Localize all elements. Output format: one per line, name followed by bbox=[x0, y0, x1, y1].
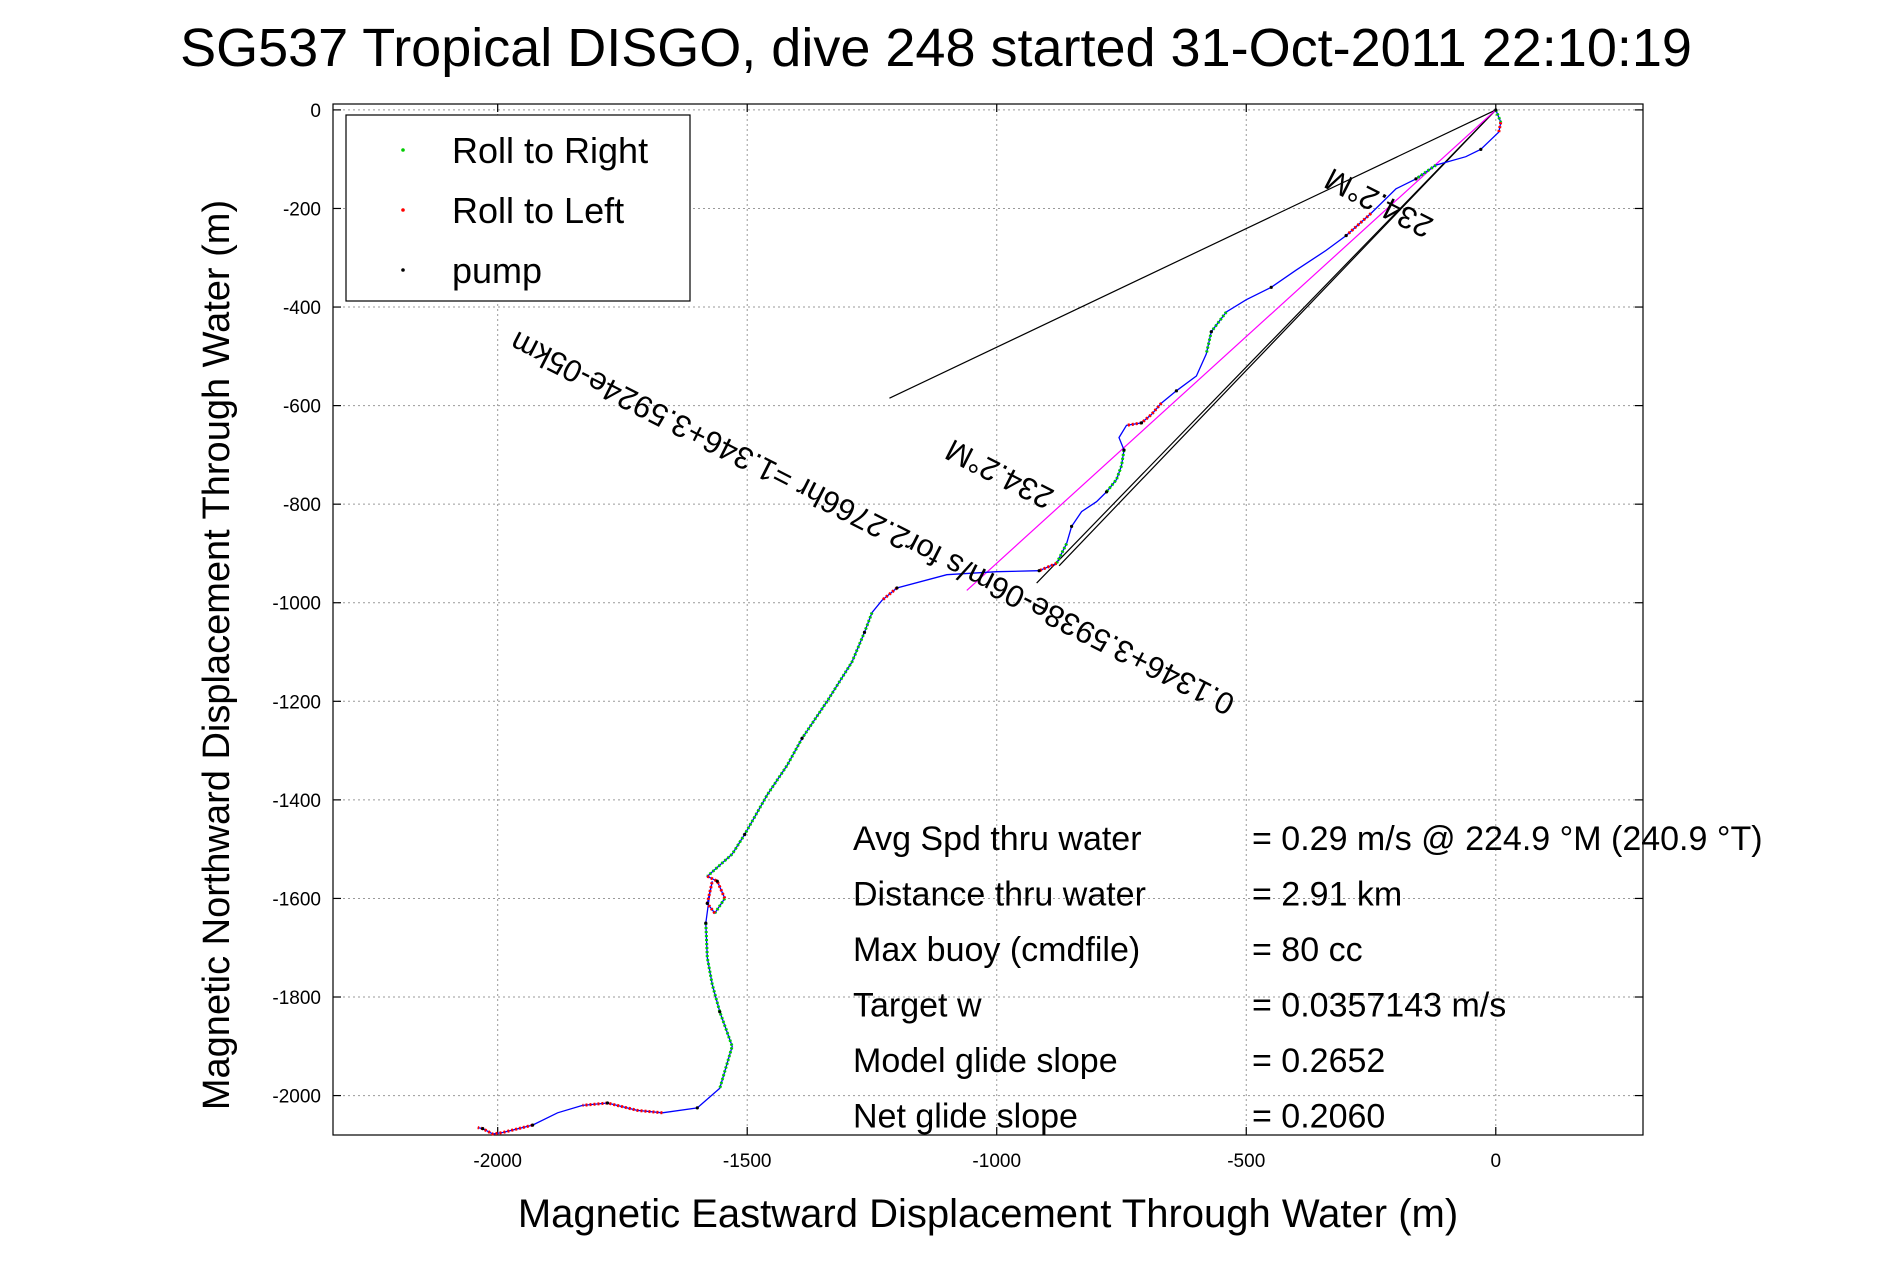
roll-right-segment bbox=[706, 612, 874, 878]
dive-statistics: Avg Spd thru water = 0.29 m/s @ 224.9 °M … bbox=[853, 820, 1763, 1136]
y-axis-ticks: 0 -200 -400 -600 -800 -1000 -1200 -1400 -1600 -18… bbox=[272, 101, 1643, 1108]
y-tick-label: -600 bbox=[283, 397, 321, 418]
legend-marker bbox=[401, 268, 405, 272]
y-tick-label: 0 bbox=[310, 101, 321, 122]
roll-left-segment bbox=[881, 586, 898, 602]
x-tick-label: -2000 bbox=[473, 1151, 522, 1172]
x-axis-label: Magnetic Eastward Displacement Through W… bbox=[518, 1192, 1458, 1236]
stat-label: Model glide slope bbox=[853, 1042, 1118, 1080]
pump-point bbox=[704, 921, 708, 925]
pump-point bbox=[1122, 448, 1126, 452]
pump-point bbox=[895, 586, 899, 590]
stat-value: = 80 cc bbox=[1252, 931, 1363, 969]
y-tick-label: -1800 bbox=[272, 988, 321, 1009]
legend: Roll to Right Roll to Left pump bbox=[345, 114, 691, 302]
y-tick-label: -1000 bbox=[272, 594, 321, 615]
stat-label: Net glide slope bbox=[853, 1098, 1078, 1136]
x-axis-ticks: -2000 -1500 -1000 -500 0 bbox=[473, 104, 1501, 1172]
y-tick-label: -1400 bbox=[272, 791, 321, 812]
pump-point bbox=[705, 901, 709, 905]
x-tick-label: 0 bbox=[1490, 1151, 1501, 1172]
pump-point bbox=[1344, 233, 1348, 238]
pump-point bbox=[1494, 108, 1498, 112]
pump-point bbox=[1174, 389, 1178, 393]
pump-point bbox=[743, 832, 747, 836]
x-tick-label: -1500 bbox=[723, 1151, 772, 1172]
stat-label: Target w bbox=[853, 987, 982, 1025]
roll-right-segment bbox=[704, 923, 734, 1089]
y-tick-label: -1200 bbox=[272, 692, 321, 713]
y-tick-label: -800 bbox=[283, 495, 321, 516]
bearing-line bbox=[889, 109, 1497, 399]
y-axis-label: Magnetic Northward Displacement Through … bbox=[196, 200, 238, 1110]
roll-left-segment bbox=[1345, 212, 1372, 237]
bearing-line bbox=[1058, 109, 1497, 567]
legend-label: pump bbox=[452, 250, 542, 291]
stat-value: = 0.2060 bbox=[1252, 1098, 1385, 1136]
y-tick-label: -400 bbox=[283, 298, 321, 319]
y-tick-label: -1600 bbox=[272, 889, 321, 910]
chart-title: SG537 Tropical DISGO, dive 248 started 3… bbox=[180, 18, 1692, 78]
stat-value: = 0.0357143 m/s bbox=[1252, 987, 1506, 1025]
roll-right-segment bbox=[1415, 163, 1437, 181]
dive-track bbox=[477, 108, 1503, 1136]
pump-point bbox=[862, 630, 867, 634]
stat-label: Avg Spd thru water bbox=[853, 820, 1142, 858]
pump-point bbox=[531, 1123, 535, 1127]
pump-point bbox=[715, 879, 719, 883]
x-tick-label: -500 bbox=[1227, 1151, 1265, 1172]
roll-right-segment bbox=[713, 897, 727, 915]
pump-point bbox=[800, 736, 804, 740]
y-tick-label: -2000 bbox=[272, 1087, 321, 1108]
pump-point bbox=[1139, 421, 1144, 425]
pump-point bbox=[1104, 490, 1109, 494]
legend-label: Roll to Left bbox=[452, 190, 624, 231]
y-tick-label: -200 bbox=[283, 199, 321, 220]
legend-label: Roll to Right bbox=[452, 130, 648, 171]
x-tick-label: -1000 bbox=[972, 1151, 1021, 1172]
bearing-lines bbox=[889, 109, 1497, 591]
roll-left-segment bbox=[477, 1123, 533, 1136]
stat-value: = 0.2652 bbox=[1252, 1042, 1385, 1080]
pump-point bbox=[481, 1126, 485, 1131]
pump-point bbox=[1209, 330, 1213, 334]
pump-point bbox=[605, 1101, 610, 1105]
bearing-line bbox=[1036, 109, 1497, 584]
stat-value: = 0.29 m/s @ 224.9 °M (240.9 °T) bbox=[1252, 820, 1763, 858]
stat-label: Distance thru water bbox=[853, 876, 1146, 914]
roll-left-segment bbox=[1126, 402, 1163, 427]
pump-point bbox=[718, 1010, 722, 1014]
pump-point bbox=[695, 1106, 699, 1110]
bearing-line bbox=[966, 109, 1497, 591]
roll-left-segment bbox=[1497, 121, 1503, 133]
stat-label: Max buoy (cmdfile) bbox=[853, 931, 1140, 969]
pump-point bbox=[1479, 147, 1483, 151]
stat-value: = 2.91 km bbox=[1252, 876, 1402, 914]
pump-point bbox=[1037, 569, 1041, 573]
legend-marker bbox=[401, 208, 405, 212]
roll-left-segment bbox=[1038, 561, 1058, 573]
legend-marker bbox=[401, 148, 405, 152]
pump-point bbox=[1069, 524, 1074, 528]
pump-point bbox=[1269, 285, 1273, 289]
pump-point bbox=[1414, 177, 1418, 181]
roll-left-segment bbox=[582, 1101, 663, 1115]
